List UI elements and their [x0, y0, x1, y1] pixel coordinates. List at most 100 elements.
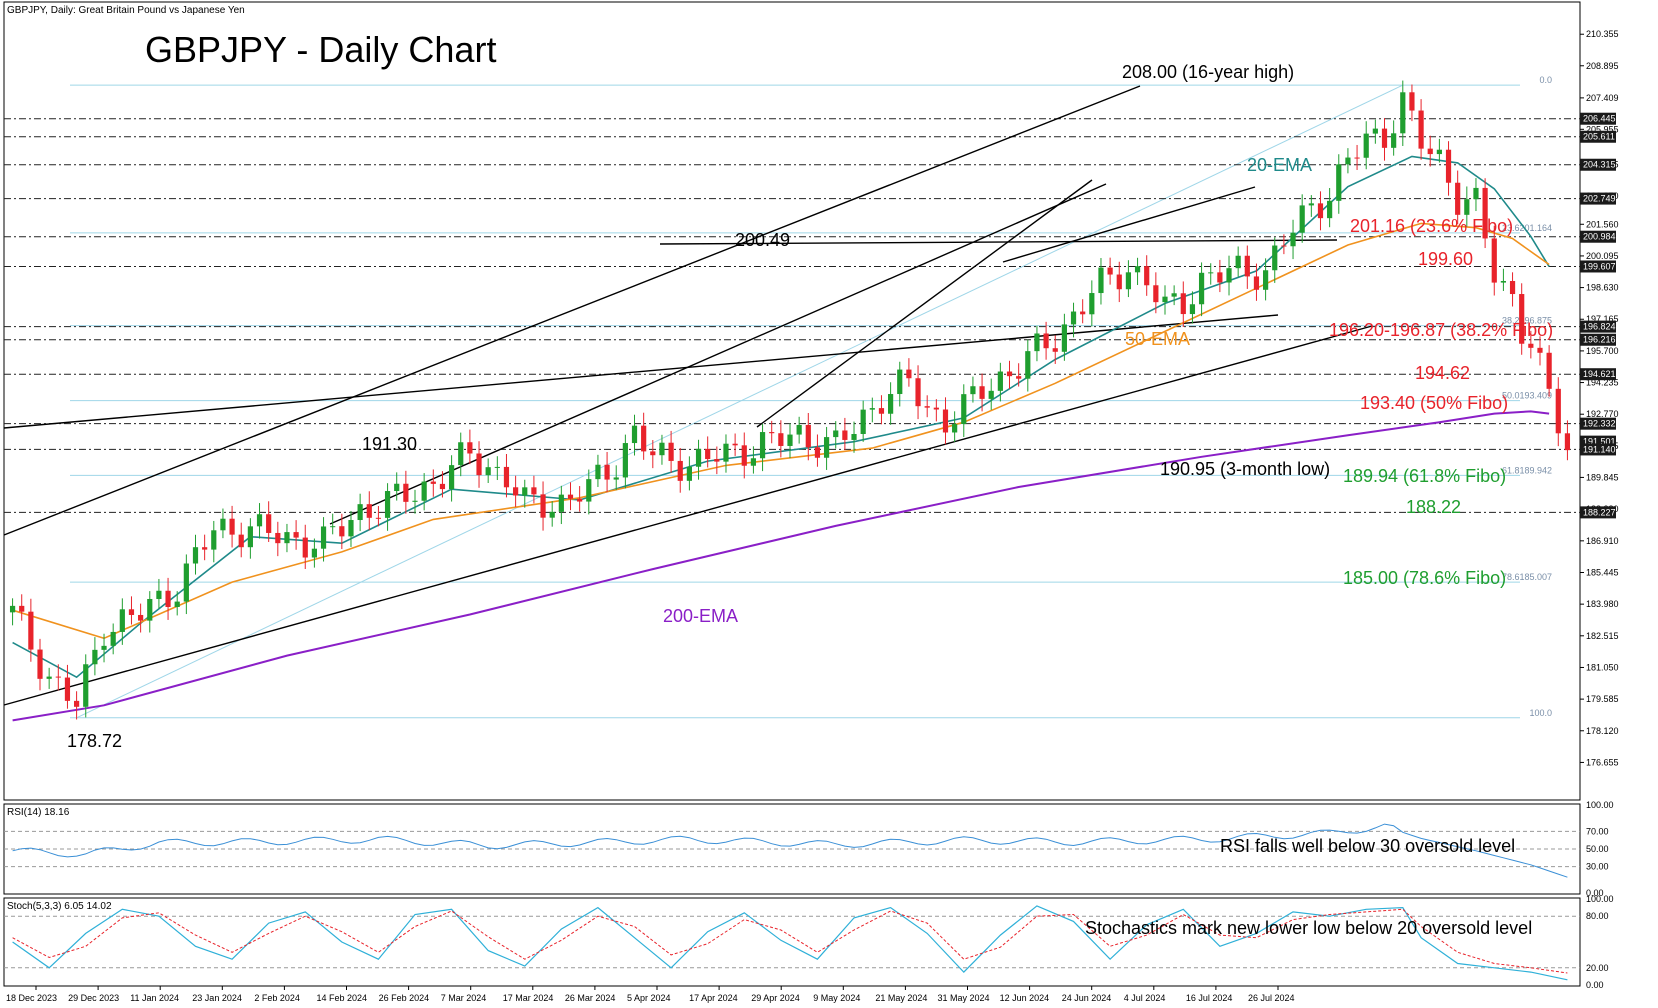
bullish-candle	[101, 645, 107, 650]
rsi-line	[12, 823, 1568, 878]
annotation-fibo-78-6: 185.00 (78.6% Fibo)	[1343, 568, 1506, 588]
rsi-axis-label: 100.00	[1586, 800, 1614, 810]
bullish-candle	[412, 500, 418, 502]
chart-title: GBPJPY - Daily Chart	[145, 29, 496, 70]
bearish-candle	[503, 466, 510, 488]
bullish-candle	[1125, 272, 1132, 290]
time-axis-label: 4 Jul 2024	[1124, 993, 1166, 1003]
bearish-candle	[1180, 293, 1186, 315]
fibo-level-label: 50.0193.409	[1502, 391, 1552, 401]
bearish-candle	[604, 464, 610, 480]
price-tag-label: 192.332	[1583, 419, 1616, 429]
bullish-candle	[759, 432, 766, 459]
bearish-candle	[1244, 255, 1250, 277]
bullish-candle	[458, 442, 464, 466]
bearish-candle	[979, 386, 985, 399]
200-ema-line	[12, 410, 1550, 722]
price-tag-label: 202.749	[1583, 194, 1616, 204]
bearish-candle	[1509, 280, 1516, 295]
bullish-candle	[1208, 272, 1214, 274]
bearish-candle	[403, 483, 409, 502]
bearish-candle	[641, 425, 647, 452]
rsi-title: RSI(14) 18.16	[7, 807, 70, 818]
time-axis-label: 31 May 2024	[938, 993, 990, 1003]
bearish-candle	[238, 534, 244, 548]
price-tag-label: 191.501	[1583, 437, 1616, 447]
price-tag-label: 204.315	[1583, 160, 1616, 170]
bearish-candle	[1217, 272, 1223, 283]
annotation-199-60: 199.60	[1418, 249, 1473, 269]
bearish-candle	[1317, 203, 1324, 219]
price-tag-label: 196.824	[1583, 322, 1616, 332]
price-tag-box	[1580, 112, 1616, 125]
price-tag-box	[1580, 130, 1616, 143]
time-axis-label: 26 Feb 2024	[379, 993, 430, 1003]
time-axis-label: 11 Jan 2024	[130, 993, 179, 1003]
annotation-191-30: 191.30	[362, 434, 417, 454]
fibo-level-label: 0.0	[1539, 75, 1552, 85]
bearish-candle	[1491, 238, 1497, 283]
bullish-candle	[869, 408, 875, 410]
time-axis-label: 5 Apr 2024	[627, 993, 671, 1003]
bullish-candle	[622, 443, 628, 478]
time-axis-label: 18 Dec 2023	[6, 993, 57, 1003]
bullish-candle	[750, 458, 757, 466]
bearish-candle	[1381, 128, 1388, 148]
trend-line	[756, 179, 1093, 428]
bearish-candle	[1080, 311, 1086, 315]
bearish-candle	[906, 369, 912, 379]
bearish-candle	[769, 432, 775, 434]
label-200-ema: 200-EMA	[663, 606, 738, 626]
bullish-candle	[1473, 187, 1479, 200]
bearish-candle	[1281, 245, 1287, 247]
price-tag-box	[1580, 443, 1616, 456]
bullish-candle	[522, 487, 528, 496]
bullish-candle	[952, 424, 958, 433]
price-axis-label: 183.980	[1586, 599, 1619, 609]
bullish-candle	[320, 526, 327, 549]
price-axis-label: 201.560	[1586, 219, 1619, 229]
price-tag-box	[1580, 260, 1616, 273]
price-axis-label: 185.445	[1586, 567, 1619, 577]
bearish-candle	[1546, 352, 1552, 389]
time-axis-label: 7 Mar 2024	[441, 993, 487, 1003]
bullish-candle	[1436, 149, 1442, 155]
time-axis-label: 2 Feb 2024	[254, 993, 300, 1003]
trend-line	[659, 239, 1338, 245]
bullish-candle	[147, 598, 153, 621]
price-axis-label: 210.355	[1586, 29, 1619, 39]
price-axis-label: 194.235	[1586, 378, 1619, 388]
bullish-candle	[1070, 311, 1077, 325]
bullish-candle	[1061, 324, 1067, 352]
bullish-candle	[659, 442, 665, 456]
bullish-candle	[9, 605, 16, 613]
annotation-16-year-high: 208.00 (16-year high)	[1122, 62, 1294, 82]
bearish-candle	[128, 609, 135, 615]
bearish-candle	[1482, 187, 1488, 239]
bearish-candle	[1445, 149, 1452, 183]
bearish-candle	[1455, 182, 1461, 215]
bullish-candle	[394, 483, 400, 492]
bearish-candle	[229, 518, 235, 535]
stochastic-panel	[3, 897, 1581, 987]
bearish-candle	[1043, 333, 1049, 349]
bullish-candle	[1263, 270, 1269, 290]
time-axis-label: 29 Apr 2024	[751, 993, 800, 1003]
bearish-candle	[1006, 371, 1013, 377]
annotation-fibo-61-8: 189.94 (61.8% Fibo)	[1343, 466, 1506, 486]
bearish-candle	[366, 504, 372, 518]
bullish-candle	[46, 676, 52, 679]
stoch-axis-label: 0.00	[1586, 980, 1604, 990]
trend-line	[1002, 186, 1256, 263]
bullish-candle	[1500, 280, 1507, 283]
bearish-candle	[677, 460, 683, 481]
bearish-candle	[540, 494, 546, 518]
price-tag-box	[1580, 158, 1616, 171]
bullish-candle	[1363, 133, 1369, 158]
bearish-candle	[439, 483, 446, 490]
trend-line	[329, 183, 1107, 525]
rsi-axis-label: 50.00	[1586, 844, 1609, 854]
bearish-candle	[942, 409, 949, 433]
bearish-candle	[467, 442, 473, 454]
